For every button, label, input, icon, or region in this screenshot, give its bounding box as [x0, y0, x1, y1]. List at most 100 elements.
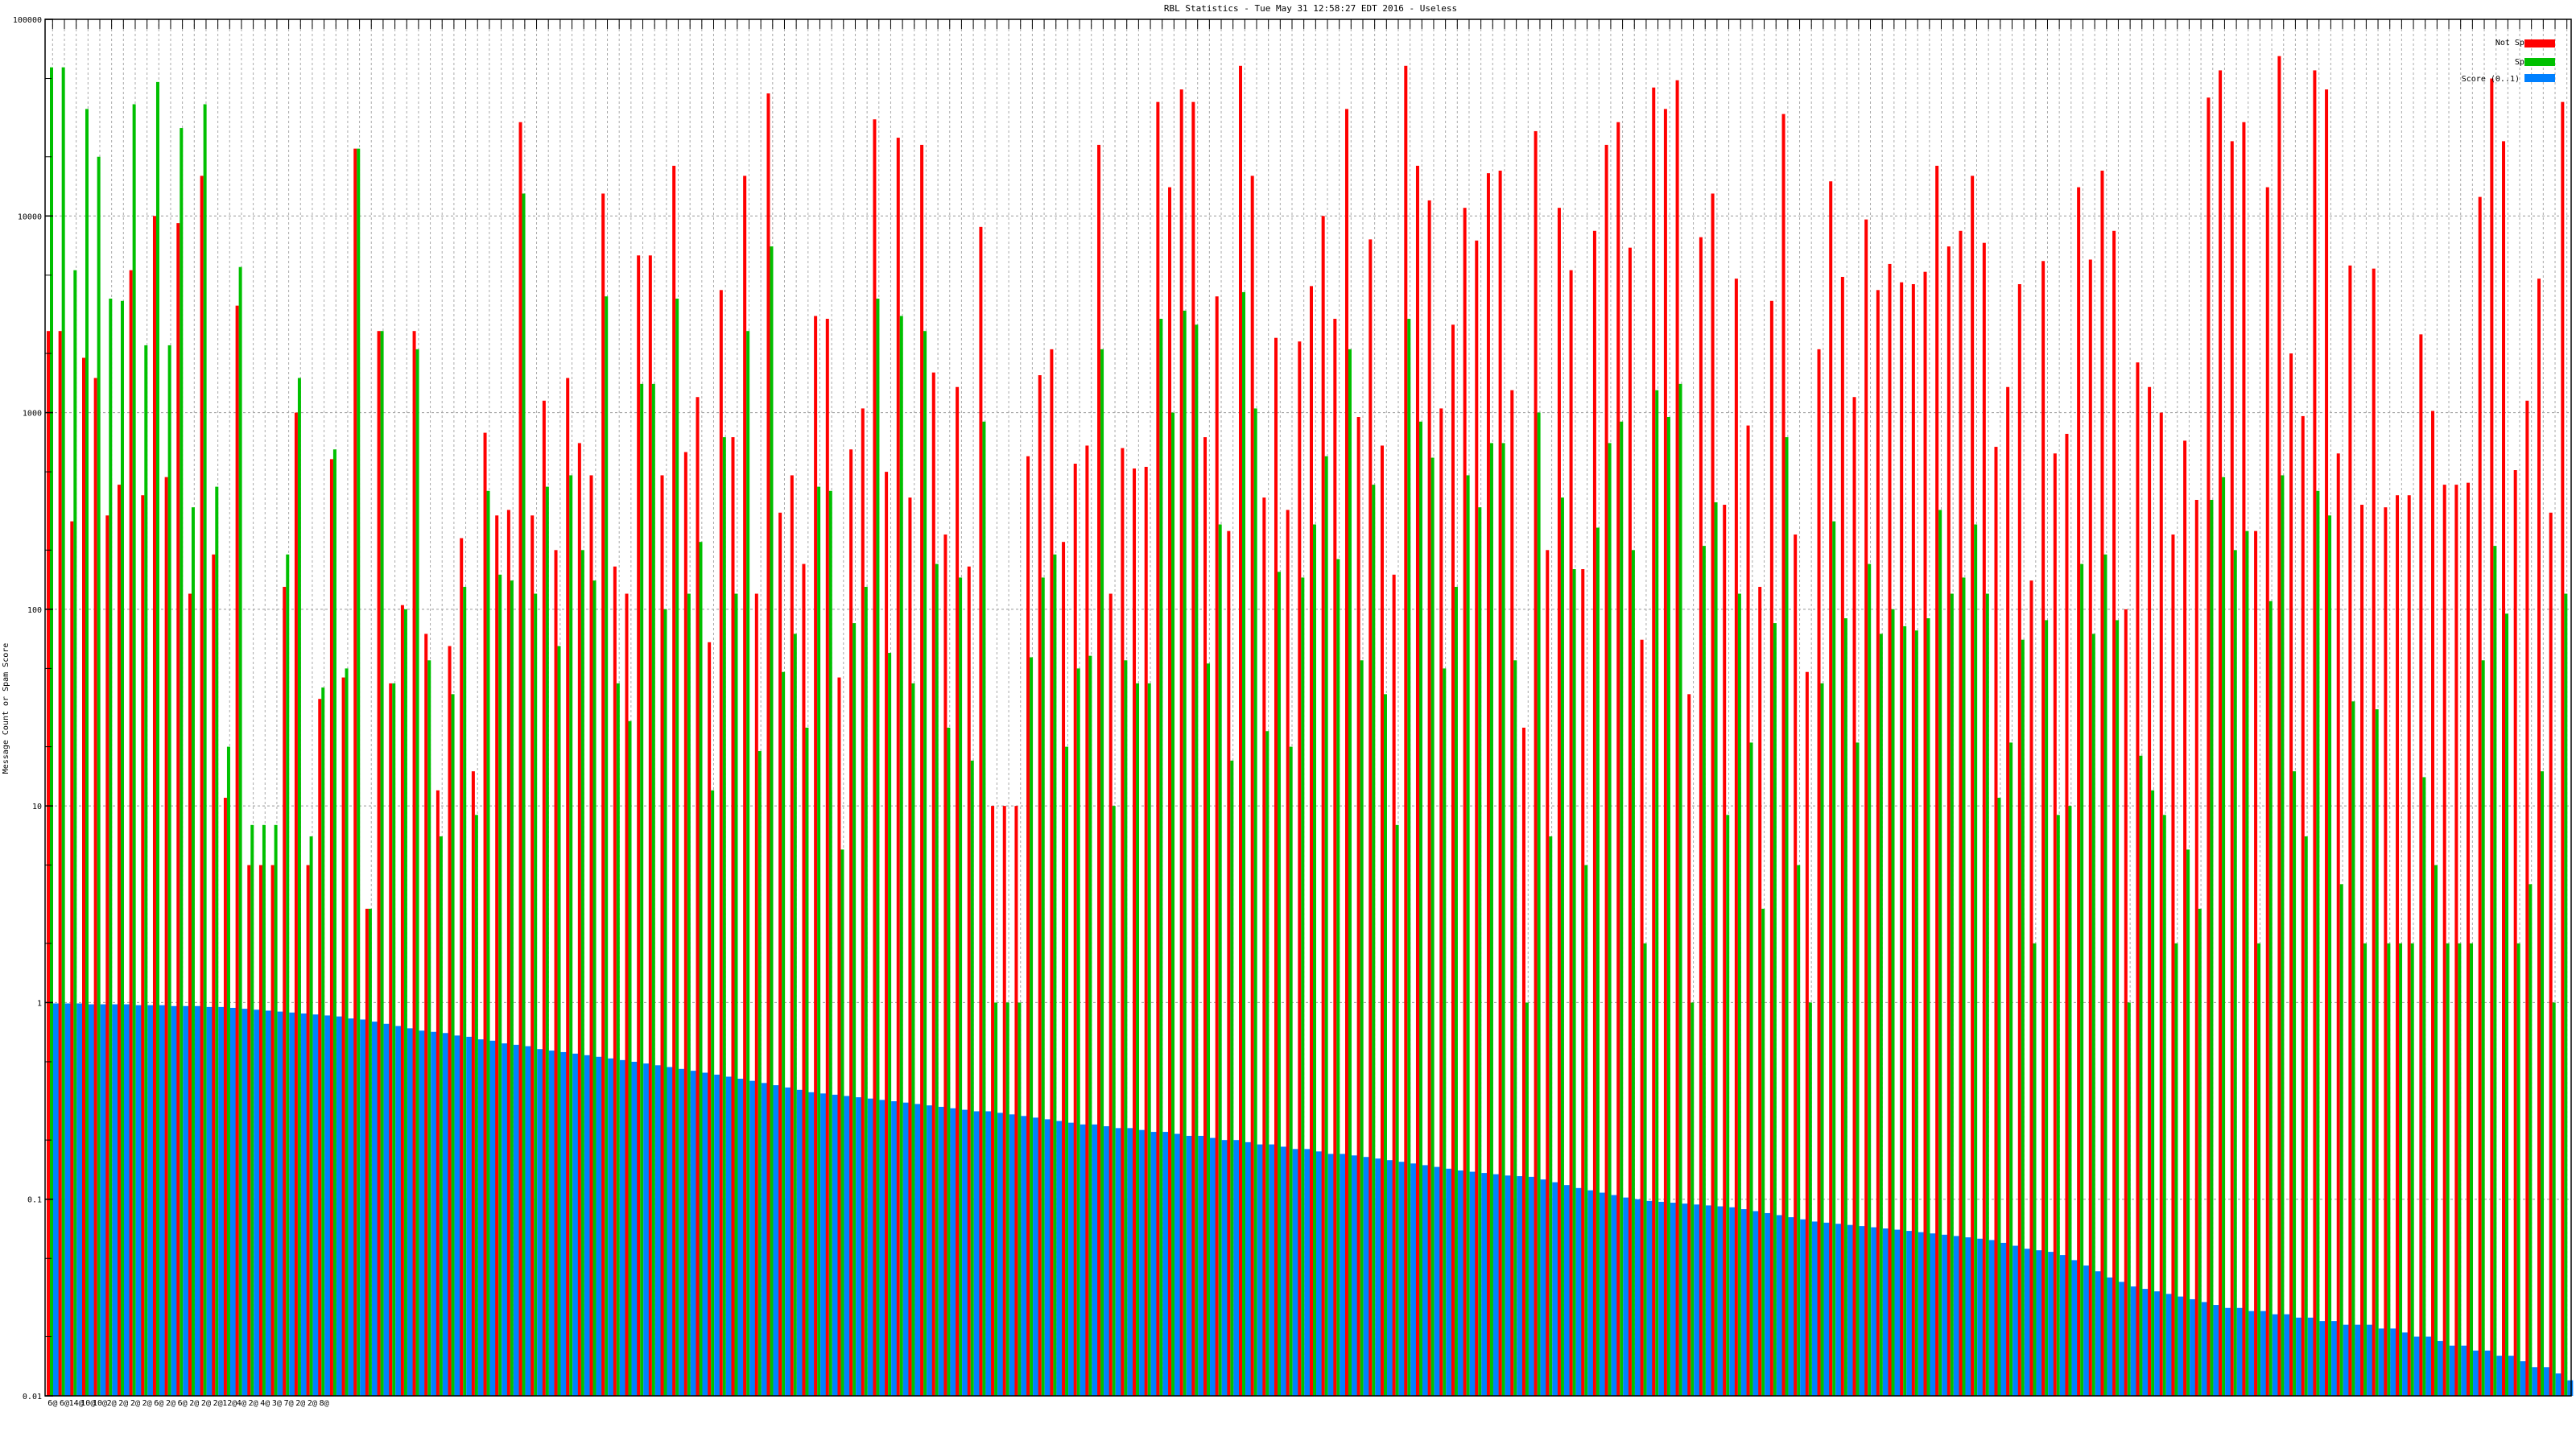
bar-spam [1620, 421, 1624, 1397]
bar-spam [1336, 559, 1340, 1396]
bar-spam [274, 824, 278, 1396]
bar-spam [1147, 683, 1151, 1396]
bar-spam [2268, 601, 2273, 1396]
bar-spam [2458, 943, 2462, 1396]
bar-spam [687, 593, 691, 1396]
bar-not-spam [176, 223, 180, 1396]
bar-spam [1513, 660, 1517, 1396]
bar-spam [180, 128, 184, 1396]
bar-score [277, 1011, 283, 1396]
bar-not-spam [731, 437, 735, 1396]
bar-not-spam [1794, 534, 1798, 1396]
bar-not-spam [460, 538, 464, 1396]
bar-not-spam [1404, 65, 1408, 1397]
x-tick-label: 10@ [80, 1399, 95, 1408]
bar-spam [592, 580, 597, 1396]
bar-spam [250, 824, 254, 1396]
bar-spam [1501, 443, 1505, 1396]
bar-spam [1643, 943, 1647, 1396]
bar-not-spam [660, 475, 664, 1396]
bar-spam [1041, 577, 1045, 1396]
bar-spam [1430, 457, 1435, 1396]
bar-not-spam [1769, 300, 1773, 1397]
bar-spam [2233, 550, 2237, 1396]
bar-not-spam [2100, 170, 2104, 1396]
bar-not-spam [1344, 109, 1348, 1396]
bar-not-spam [1817, 349, 1821, 1396]
bar-not-spam [1133, 468, 1137, 1396]
bar-score [1434, 1166, 1440, 1396]
bar-not-spam [2230, 141, 2234, 1397]
bar-score [64, 1003, 71, 1396]
bar-score [2000, 1242, 2007, 1396]
bar-not-spam [708, 642, 712, 1396]
bar-score [1080, 1124, 1086, 1396]
bar-score [631, 1061, 638, 1396]
bar-not-spam [1640, 639, 1644, 1396]
bar-score [1446, 1168, 1452, 1396]
bar-not-spam [2159, 412, 2163, 1396]
bar-score [194, 1005, 200, 1396]
bar-score [714, 1074, 720, 1396]
y-tick-label: 0.01 [23, 1393, 42, 1402]
x-tick-label: 2@ [295, 1399, 305, 1408]
bar-spam [2245, 530, 2249, 1397]
bar-score [1233, 1140, 1240, 1396]
bar-not-spam [931, 372, 935, 1397]
bar-score [938, 1106, 944, 1396]
x-tick-label: 7@ [284, 1399, 294, 1408]
bar-score [1056, 1121, 1063, 1396]
bar-spam [2399, 943, 2403, 1396]
bar-score [737, 1079, 744, 1396]
bar-score [2130, 1286, 2136, 1396]
bar-score [1540, 1179, 1546, 1396]
bar-spam [167, 345, 171, 1396]
y-tick-label: 1000 [23, 410, 42, 419]
bar-not-spam [1073, 463, 1077, 1397]
bar-spam [1183, 310, 1187, 1396]
bar-not-spam [70, 521, 74, 1396]
bar-spam [61, 67, 65, 1397]
bar-spam [1974, 524, 1978, 1396]
bar-not-spam [306, 865, 310, 1396]
bar-score [1104, 1126, 1110, 1396]
bar-spam [2363, 943, 2368, 1396]
y-tick-label: 100000 [13, 16, 42, 25]
bar-not-spam [1250, 175, 1254, 1396]
bar-not-spam [1486, 173, 1490, 1397]
bar-spam [1997, 798, 2001, 1396]
bar-spam [1608, 443, 1612, 1396]
bar-not-spam [1534, 130, 1538, 1397]
bar-not-spam [1510, 390, 1514, 1396]
bar-score [679, 1068, 685, 1396]
bar-spam [1631, 550, 1635, 1396]
bar-not-spam [2549, 512, 2553, 1397]
bar-score [1776, 1215, 1782, 1396]
bar-score [1729, 1207, 1736, 1396]
bar-not-spam [1144, 466, 1148, 1396]
bar-score [1894, 1229, 1901, 1396]
bar-spam [2116, 620, 2120, 1396]
bar-score [667, 1067, 673, 1396]
bar-score [1599, 1192, 1605, 1396]
bar-score [513, 1044, 519, 1396]
bar-not-spam [1415, 165, 1419, 1397]
bar-not-spam [1498, 170, 1502, 1396]
x-tick-label: 12@ [222, 1399, 237, 1408]
bar-spam [2080, 564, 2084, 1396]
bar-not-spam [258, 865, 262, 1396]
bar-not-spam [2065, 433, 2069, 1396]
bar-score [2555, 1373, 2562, 1396]
bar-not-spam [436, 790, 440, 1396]
x-tick-label: 2@ [213, 1399, 223, 1408]
bar-spam [2033, 943, 2037, 1396]
bar-not-spam [2219, 70, 2223, 1397]
bar-spam [332, 449, 336, 1396]
bar-spam [2009, 742, 2013, 1396]
bar-spam [1950, 593, 1954, 1396]
bar-score [725, 1076, 732, 1396]
x-tick-label: 2@ [201, 1399, 211, 1408]
bar-score [1198, 1136, 1204, 1396]
bar-not-spam [1864, 219, 1868, 1397]
bar-score [1457, 1170, 1463, 1396]
